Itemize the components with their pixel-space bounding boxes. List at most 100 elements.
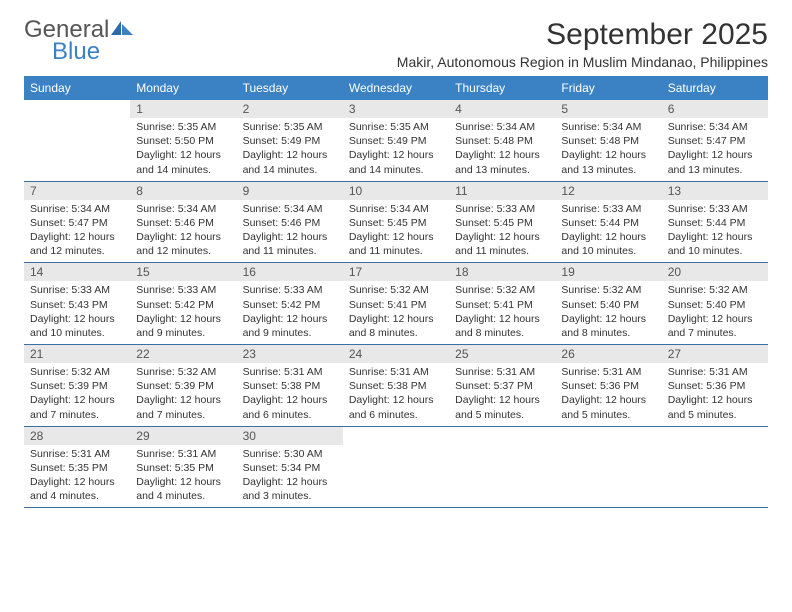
day-number: 18 bbox=[449, 263, 555, 281]
sunrise-text: Sunrise: 5:31 AM bbox=[243, 365, 337, 379]
logo: General Blue bbox=[24, 18, 135, 64]
day-number: 7 bbox=[24, 182, 130, 200]
sunset-text: Sunset: 5:38 PM bbox=[349, 379, 443, 393]
day-info: Sunrise: 5:33 AMSunset: 5:45 PMDaylight:… bbox=[449, 200, 555, 263]
day-info: Sunrise: 5:35 AMSunset: 5:49 PMDaylight:… bbox=[237, 118, 343, 181]
day-number: 16 bbox=[237, 263, 343, 281]
sunset-text: Sunset: 5:40 PM bbox=[668, 298, 762, 312]
sunrise-text: Sunrise: 5:32 AM bbox=[349, 283, 443, 297]
day-number: 6 bbox=[662, 100, 768, 118]
daylight-text: Daylight: 12 hours and 11 minutes. bbox=[455, 230, 549, 258]
calendar-cell: 4Sunrise: 5:34 AMSunset: 5:48 PMDaylight… bbox=[449, 100, 555, 181]
sunset-text: Sunset: 5:41 PM bbox=[349, 298, 443, 312]
sunrise-text: Sunrise: 5:31 AM bbox=[349, 365, 443, 379]
week-row: 21Sunrise: 5:32 AMSunset: 5:39 PMDayligh… bbox=[24, 345, 768, 427]
day-info: Sunrise: 5:34 AMSunset: 5:47 PMDaylight:… bbox=[662, 118, 768, 181]
day-number: 11 bbox=[449, 182, 555, 200]
daylight-text: Daylight: 12 hours and 13 minutes. bbox=[561, 148, 655, 176]
calendar-cell: 28Sunrise: 5:31 AMSunset: 5:35 PMDayligh… bbox=[24, 427, 130, 508]
day-number: 22 bbox=[130, 345, 236, 363]
day-number: 12 bbox=[555, 182, 661, 200]
calendar-cell: 27Sunrise: 5:31 AMSunset: 5:36 PMDayligh… bbox=[662, 345, 768, 426]
calendar-cell: 8Sunrise: 5:34 AMSunset: 5:46 PMDaylight… bbox=[130, 182, 236, 263]
calendar-cell: 15Sunrise: 5:33 AMSunset: 5:42 PMDayligh… bbox=[130, 263, 236, 344]
calendar-cell: 20Sunrise: 5:32 AMSunset: 5:40 PMDayligh… bbox=[662, 263, 768, 344]
day-info: Sunrise: 5:32 AMSunset: 5:41 PMDaylight:… bbox=[449, 281, 555, 344]
day-number: 4 bbox=[449, 100, 555, 118]
calendar-cell: 1Sunrise: 5:35 AMSunset: 5:50 PMDaylight… bbox=[130, 100, 236, 181]
sunset-text: Sunset: 5:49 PM bbox=[243, 134, 337, 148]
day-header: Thursday bbox=[449, 76, 555, 100]
day-info: Sunrise: 5:33 AMSunset: 5:42 PMDaylight:… bbox=[130, 281, 236, 344]
daylight-text: Daylight: 12 hours and 7 minutes. bbox=[136, 393, 230, 421]
calendar-cell: 23Sunrise: 5:31 AMSunset: 5:38 PMDayligh… bbox=[237, 345, 343, 426]
sunrise-text: Sunrise: 5:32 AM bbox=[136, 365, 230, 379]
sunset-text: Sunset: 5:35 PM bbox=[30, 461, 124, 475]
sunrise-text: Sunrise: 5:31 AM bbox=[668, 365, 762, 379]
daylight-text: Daylight: 12 hours and 14 minutes. bbox=[243, 148, 337, 176]
daylight-text: Daylight: 12 hours and 12 minutes. bbox=[30, 230, 124, 258]
day-info: Sunrise: 5:35 AMSunset: 5:50 PMDaylight:… bbox=[130, 118, 236, 181]
daylight-text: Daylight: 12 hours and 5 minutes. bbox=[561, 393, 655, 421]
day-number: 14 bbox=[24, 263, 130, 281]
sunrise-text: Sunrise: 5:32 AM bbox=[668, 283, 762, 297]
daylight-text: Daylight: 12 hours and 10 minutes. bbox=[30, 312, 124, 340]
day-number: 24 bbox=[343, 345, 449, 363]
daylight-text: Daylight: 12 hours and 14 minutes. bbox=[136, 148, 230, 176]
day-number: 29 bbox=[130, 427, 236, 445]
sunset-text: Sunset: 5:39 PM bbox=[30, 379, 124, 393]
daylight-text: Daylight: 12 hours and 3 minutes. bbox=[243, 475, 337, 503]
sunset-text: Sunset: 5:45 PM bbox=[455, 216, 549, 230]
sunrise-text: Sunrise: 5:34 AM bbox=[30, 202, 124, 216]
day-info: Sunrise: 5:35 AMSunset: 5:49 PMDaylight:… bbox=[343, 118, 449, 181]
day-number: 28 bbox=[24, 427, 130, 445]
calendar-cell: 7 Sunrise: 5:34 AMSunset: 5:47 PMDaylight… bbox=[24, 182, 130, 263]
calendar-cell: 18Sunrise: 5:32 AMSunset: 5:41 PMDayligh… bbox=[449, 263, 555, 344]
sunset-text: Sunset: 5:47 PM bbox=[30, 216, 124, 230]
day-info: Sunrise: 5:31 AMSunset: 5:36 PMDaylight:… bbox=[555, 363, 661, 426]
sunset-text: Sunset: 5:48 PM bbox=[455, 134, 549, 148]
day-number: 21 bbox=[24, 345, 130, 363]
daylight-text: Daylight: 12 hours and 13 minutes. bbox=[455, 148, 549, 176]
calendar: Sunday Monday Tuesday Wednesday Thursday… bbox=[24, 76, 768, 508]
daylight-text: Daylight: 12 hours and 8 minutes. bbox=[455, 312, 549, 340]
week-row: 1Sunrise: 5:35 AMSunset: 5:50 PMDaylight… bbox=[24, 100, 768, 182]
sunrise-text: Sunrise: 5:34 AM bbox=[136, 202, 230, 216]
day-number: 23 bbox=[237, 345, 343, 363]
calendar-cell bbox=[24, 100, 130, 181]
title-block: September 2025 Makir, Autonomous Region … bbox=[397, 18, 768, 70]
day-number: 19 bbox=[555, 263, 661, 281]
calendar-cell: 25Sunrise: 5:31 AMSunset: 5:37 PMDayligh… bbox=[449, 345, 555, 426]
day-number: 2 bbox=[237, 100, 343, 118]
day-info: Sunrise: 5:33 AMSunset: 5:43 PMDaylight:… bbox=[24, 281, 130, 344]
daylight-text: Daylight: 12 hours and 8 minutes. bbox=[349, 312, 443, 340]
calendar-cell: 17Sunrise: 5:32 AMSunset: 5:41 PMDayligh… bbox=[343, 263, 449, 344]
day-header: Tuesday bbox=[237, 76, 343, 100]
week-row: 28Sunrise: 5:31 AMSunset: 5:35 PMDayligh… bbox=[24, 427, 768, 509]
calendar-cell bbox=[555, 427, 661, 508]
day-header: Friday bbox=[555, 76, 661, 100]
day-number: 27 bbox=[662, 345, 768, 363]
sunset-text: Sunset: 5:35 PM bbox=[136, 461, 230, 475]
daylight-text: Daylight: 12 hours and 13 minutes. bbox=[668, 148, 762, 176]
sunset-text: Sunset: 5:50 PM bbox=[136, 134, 230, 148]
sunrise-text: Sunrise: 5:31 AM bbox=[455, 365, 549, 379]
daylight-text: Daylight: 12 hours and 12 minutes. bbox=[136, 230, 230, 258]
sunset-text: Sunset: 5:34 PM bbox=[243, 461, 337, 475]
day-info: Sunrise: 5:32 AMSunset: 5:39 PMDaylight:… bbox=[24, 363, 130, 426]
calendar-cell: 30Sunrise: 5:30 AMSunset: 5:34 PMDayligh… bbox=[237, 427, 343, 508]
calendar-cell: 12Sunrise: 5:33 AMSunset: 5:44 PMDayligh… bbox=[555, 182, 661, 263]
calendar-cell: 6Sunrise: 5:34 AMSunset: 5:47 PMDaylight… bbox=[662, 100, 768, 181]
calendar-cell: 29Sunrise: 5:31 AMSunset: 5:35 PMDayligh… bbox=[130, 427, 236, 508]
calendar-cell: 21Sunrise: 5:32 AMSunset: 5:39 PMDayligh… bbox=[24, 345, 130, 426]
sunset-text: Sunset: 5:49 PM bbox=[349, 134, 443, 148]
sunrise-text: Sunrise: 5:32 AM bbox=[455, 283, 549, 297]
day-info: Sunrise: 5:33 AMSunset: 5:42 PMDaylight:… bbox=[237, 281, 343, 344]
header: General Blue September 2025 Makir, Auton… bbox=[24, 18, 768, 70]
sunrise-text: Sunrise: 5:31 AM bbox=[136, 447, 230, 461]
day-number: 25 bbox=[449, 345, 555, 363]
calendar-cell: 24Sunrise: 5:31 AMSunset: 5:38 PMDayligh… bbox=[343, 345, 449, 426]
daylight-text: Daylight: 12 hours and 9 minutes. bbox=[136, 312, 230, 340]
daylight-text: Daylight: 12 hours and 11 minutes. bbox=[243, 230, 337, 258]
sunrise-text: Sunrise: 5:31 AM bbox=[561, 365, 655, 379]
